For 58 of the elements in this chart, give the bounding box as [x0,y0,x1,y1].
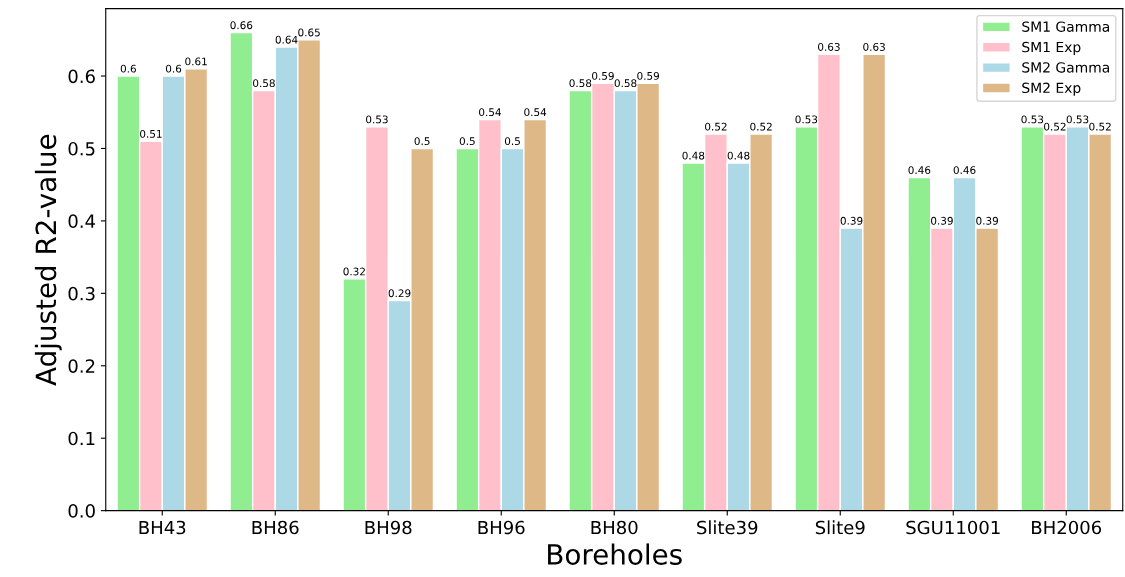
data-label: 0.54 [524,108,547,117]
x-tick-label: BH96 [478,520,525,535]
data-label: 0.63 [863,43,885,51]
legend-label: SM2 Exp [1022,82,1081,96]
data-label: 0.52 [1044,122,1066,131]
y-tick-label: 0.2 [68,359,95,373]
x-axis-title: Boreholes [548,543,682,565]
x-tick-label: BH80 [591,520,638,535]
data-label: 0.65 [298,28,320,37]
data-label: 0.5 [459,137,475,146]
y-tick-label: 0.3 [68,286,95,301]
data-label: 0.32 [343,267,365,276]
data-label: 0.39 [931,216,953,225]
data-label: 0.58 [569,79,592,88]
data-label: 0.53 [795,115,818,124]
data-label: 0.52 [1089,122,1111,131]
legend-label: SM1 Gamma [1022,21,1109,32]
data-label: 0.48 [727,151,750,160]
data-label: 0.63 [818,43,840,51]
data-label: 0.53 [1021,115,1044,124]
x-tick-label: BH86 [252,520,299,535]
data-label: 0.54 [479,108,501,117]
data-label: 0.59 [637,71,660,80]
y-tick-label: 0.4 [68,214,96,229]
x-tick-label: BH43 [139,520,186,535]
x-tick-label: SGU11001 [906,520,1000,535]
data-label: 0.51 [140,129,162,138]
data-label: 0.53 [366,115,388,124]
data-label: 0.61 [185,57,207,66]
data-label: 0.64 [275,35,298,44]
data-label: 0.6 [165,64,182,73]
y-tick-label: 0.1 [68,431,95,446]
data-label: 0.59 [592,71,614,80]
x-tick-label: Slite39 [697,520,758,535]
data-label: 0.66 [230,21,253,30]
data-label: 0.46 [953,166,976,175]
data-label: 0.46 [908,166,931,175]
data-label: 0.5 [504,137,520,146]
data-label: 0.52 [705,122,727,131]
data-label: 0.53 [1066,115,1089,124]
data-label: 0.39 [976,216,999,225]
data-label: 0.52 [750,122,772,131]
legend-label: SM2 Gamma [1022,62,1109,73]
data-label: 0.5 [414,137,430,146]
x-tick-label: BH98 [365,520,412,535]
data-label: 0.58 [253,79,275,88]
y-tick-label: 0.5 [68,141,95,156]
y-tick-label: 0.0 [68,504,95,518]
x-tick-label: BH2006 [1032,520,1102,535]
data-label: 0.48 [682,151,705,160]
y-tick-label: 0.6 [68,69,95,84]
y-axis-title: Adjusted R2-value [34,134,62,386]
data-label: 0.58 [614,79,637,88]
x-tick-label: Slite9 [815,520,865,535]
data-label: 0.29 [388,289,411,298]
legend-label: SM1 Exp [1022,41,1081,55]
data-label: 0.6 [120,64,136,73]
data-label: 0.39 [840,216,863,225]
